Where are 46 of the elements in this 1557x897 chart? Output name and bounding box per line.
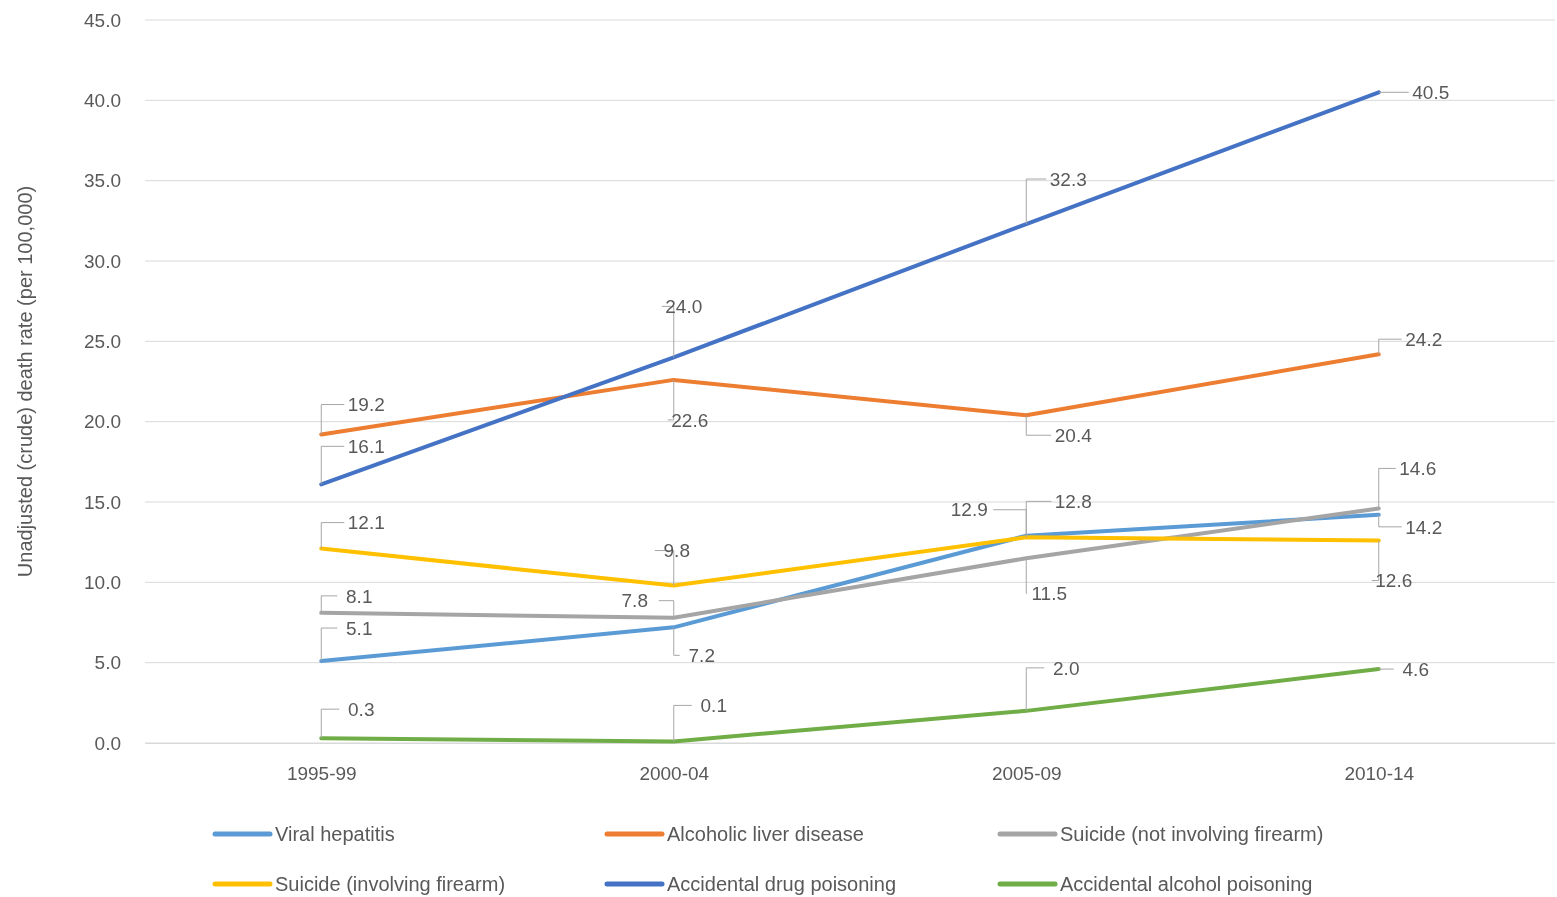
y-tick-label: 45.0: [84, 9, 121, 31]
legend-label: Alcoholic liver disease: [667, 823, 864, 845]
y-tick-label: 0.0: [94, 732, 121, 754]
data-label: 14.6: [1399, 458, 1437, 480]
data-label: 2.0: [1053, 657, 1080, 679]
legend-label: Suicide (involving firearm): [275, 873, 506, 895]
data-label: 16.1: [347, 435, 385, 457]
data-label: 5.1: [346, 617, 373, 639]
data-label: 20.4: [1054, 424, 1093, 446]
legend-label: Accidental alcohol poisoning: [1060, 873, 1313, 895]
data-label: 8.1: [346, 585, 373, 607]
data-label: 12.9: [950, 499, 988, 521]
data-label: 22.6: [671, 409, 709, 431]
data-label: 24.2: [1405, 328, 1443, 350]
x-tick-label: 1995-99: [286, 763, 357, 785]
legend-label: Viral hepatitis: [275, 823, 395, 845]
y-tick-label: 25.0: [84, 330, 121, 352]
y-axis-title: Unadjusted (crude) death rate (per 100,000): [14, 185, 36, 578]
data-label: 0.3: [348, 698, 375, 720]
y-tick-label: 10.0: [84, 571, 121, 593]
data-label: 40.5: [1412, 81, 1450, 103]
y-tick-label: 20.0: [84, 411, 121, 433]
y-tick-label: 30.0: [84, 250, 121, 272]
legend-label: Accidental drug poisoning: [667, 873, 897, 895]
y-tick-label: 35.0: [84, 170, 121, 192]
y-tick-label: 15.0: [84, 491, 121, 513]
data-label: 11.5: [1031, 582, 1068, 604]
data-label: 4.6: [1402, 658, 1429, 680]
data-label: 0.1: [700, 695, 727, 717]
data-label: 7.8: [621, 590, 648, 612]
y-tick-label: 40.0: [84, 89, 121, 111]
x-tick-label: 2010-14: [1344, 763, 1415, 785]
data-label: 32.3: [1049, 168, 1087, 190]
legend-label: Suicide (not involving firearm): [1060, 823, 1324, 845]
data-label: 14.2: [1405, 516, 1443, 538]
line-series: [319, 90, 1381, 487]
x-tick-label: 2000-04: [639, 763, 710, 785]
data-label: 12.1: [347, 512, 385, 534]
x-tick-label: 2005-09: [991, 763, 1062, 785]
data-label: 9.8: [663, 540, 690, 562]
data-label: 12.6: [1375, 570, 1413, 592]
data-label: 12.8: [1054, 491, 1092, 512]
y-tick-label: 5.0: [94, 652, 121, 674]
data-label: 24.0: [665, 296, 703, 318]
data-label: 19.2: [347, 394, 385, 416]
data-label: 7.2: [688, 644, 715, 666]
